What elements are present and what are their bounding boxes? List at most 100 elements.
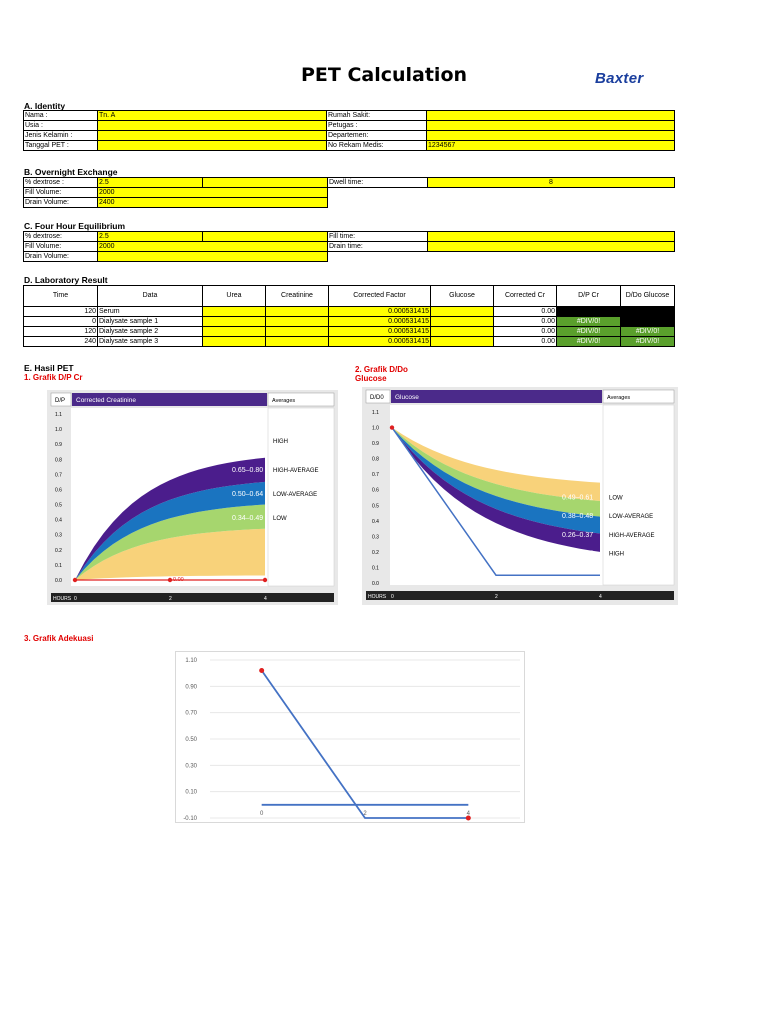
lab-glucose[interactable] (430, 326, 494, 337)
lab-ddo-glucose: #DIV/0! (620, 336, 675, 347)
dp-band-labels: 0.81–1.03 HIGH 0.65–0.80 HIGH-AVERAGE 0.50–0… (232, 438, 319, 522)
ddo-band-range: 0.12–0.25 (562, 550, 593, 557)
dwell-time-value[interactable]: 8 (427, 177, 675, 188)
lab-col-creatinine: Creatinine (265, 285, 329, 307)
officer-value[interactable] (426, 120, 675, 131)
overnight-dextrose-extra[interactable] (202, 177, 328, 188)
age-value[interactable] (97, 120, 327, 131)
overnight-fill-value[interactable]: 2000 (97, 187, 328, 198)
hospital-value[interactable] (426, 110, 675, 121)
gender-label: Jenis Kelamin : (23, 130, 98, 141)
adequacy-chart: 1.10 0.90 0.70 0.50 0.30 0.10 -0.10 0 2 4 (175, 651, 525, 823)
lab-urea[interactable] (202, 306, 266, 317)
dp-y-tick: 0.0 (55, 578, 62, 584)
ddo-y-ticks: 1.1 1.0 0.9 0.8 0.7 0.6 0.5 0.4 0.3 0.2 0.1 0.0 (372, 410, 379, 587)
ddo-x-tick: 2 (495, 594, 498, 600)
four-hour-dextrose-value[interactable]: 2.5 (97, 231, 203, 242)
dp-y-tick: 1.0 (55, 427, 62, 433)
pet-date-value[interactable] (97, 140, 327, 151)
ddo-y-tick: 0.1 (372, 565, 379, 571)
adequacy-y-tick: 0.10 (185, 790, 197, 796)
lab-corrected-cr: 0.00 (493, 306, 557, 317)
lab-col-factor: Corrected Factor (328, 285, 431, 307)
dp-averages-box (267, 392, 335, 407)
ddo-band-range: 0.26–0.37 (562, 532, 593, 539)
fill-time-value[interactable] (427, 231, 675, 242)
ddo-header-bar (391, 390, 602, 403)
dp-y-tick: 1.1 (55, 412, 62, 418)
adequacy-point (259, 668, 265, 674)
dp-header-bar (72, 393, 267, 406)
age-label: Usia : (23, 120, 98, 131)
lab-header-row: Time Data Urea Creatinine Corrected Fact… (23, 285, 675, 307)
ddo-y-tick: 0.2 (372, 550, 379, 556)
lab-urea[interactable] (202, 326, 266, 337)
dp-band-range: 0.50–0.64 (232, 491, 263, 498)
ddo-corner-box (365, 389, 391, 404)
identity-table: Nama : Tn. A Rumah Sakit: Usia : Petugas… (23, 110, 675, 151)
lab-col-time: Time (23, 285, 98, 307)
four-hour-drain-value[interactable] (97, 251, 328, 262)
ddo-y-tick: 0.4 (372, 519, 379, 525)
adequacy-y-tick: 0.90 (185, 684, 197, 690)
ddo-band-1 (392, 427, 600, 517)
ddo-y-tick: 0.8 (372, 457, 379, 463)
lab-dp-cr: #DIV/0! (556, 316, 621, 327)
dp-averages-label: Averages (272, 398, 295, 404)
lab-factor: 0.000531415 (328, 316, 431, 327)
adequacy-x-tick: 4 (467, 811, 471, 817)
lab-creatinine[interactable] (265, 306, 329, 317)
ddo-band-2 (392, 427, 600, 534)
four-hour-dextrose-extra[interactable] (202, 231, 328, 242)
officer-label: Petugas : (326, 120, 427, 131)
gender-value[interactable] (97, 130, 327, 141)
dp-band-range: 0.34–0.49 (232, 515, 263, 522)
dp-point (167, 577, 173, 583)
dp-corner-label: D/P (55, 398, 65, 404)
name-value[interactable]: Tn. A (97, 110, 327, 121)
lab-glucose[interactable] (430, 306, 494, 317)
lab-data: Dialysate sample 3 (97, 336, 203, 347)
lab-urea[interactable] (202, 336, 266, 347)
lab-creatinine[interactable] (265, 326, 329, 337)
ddo-band-0 (392, 427, 600, 502)
adequacy-x-tick: 0 (260, 811, 264, 817)
four-hour-fill-value[interactable]: 2000 (97, 241, 328, 252)
ddo-band-label: LOW-AVERAGE (609, 514, 653, 520)
lab-corrected-cr: 0.00 (493, 316, 557, 327)
dp-band-label: LOW-AVERAGE (273, 492, 317, 498)
department-value[interactable] (426, 130, 675, 141)
overnight-dextrose-value[interactable]: 2.5 (97, 177, 203, 188)
ddo-y-tick: 0.9 (372, 441, 379, 447)
adequacy-y-tick: 0.70 (185, 711, 197, 717)
ddo-band-label: LOW (609, 496, 623, 502)
ddo-band-label: HIGH (609, 551, 624, 557)
drain-time-value[interactable] (427, 241, 675, 252)
lab-glucose[interactable] (430, 336, 494, 347)
table-row: 240 Dialysate sample 3 0.000531415 0.00 … (23, 336, 675, 347)
record-number-label: No Rekam Medis: (326, 140, 427, 151)
four-hour-fill-label: Fill Volume: (23, 241, 98, 252)
dp-y-tick: 0.3 (55, 533, 62, 539)
dp-band-3 (75, 504, 265, 580)
lab-dp-cr: #DIV/0! (556, 336, 621, 347)
ddo-y-tick: 0.0 (372, 581, 379, 587)
overnight-drain-value[interactable]: 2400 (97, 197, 328, 208)
lab-glucose[interactable] (430, 316, 494, 327)
dp-corner-box (50, 392, 72, 407)
four-hour-heading: C. Four Hour Equilibrium (24, 221, 126, 231)
lab-creatinine[interactable] (265, 316, 329, 327)
dwell-time-label: Dwell time: (327, 177, 428, 188)
overnight-fill-label: Fill Volume: (23, 187, 98, 198)
adequacy-frame (175, 651, 525, 823)
adequacy-point (465, 815, 471, 821)
record-number-value[interactable]: 1234567 (426, 140, 675, 151)
lab-creatinine[interactable] (265, 336, 329, 347)
lab-urea[interactable] (202, 316, 266, 327)
overnight-heading: B. Overnight Exchange (24, 167, 118, 177)
lab-data: Serum (97, 306, 203, 317)
dp-header-label: Corrected Creatinine (76, 397, 136, 404)
ddo-averages-box (602, 389, 675, 404)
baxter-logo: Baxter (595, 70, 644, 87)
adequacy-x-ticks: 0 2 4 (260, 811, 471, 817)
